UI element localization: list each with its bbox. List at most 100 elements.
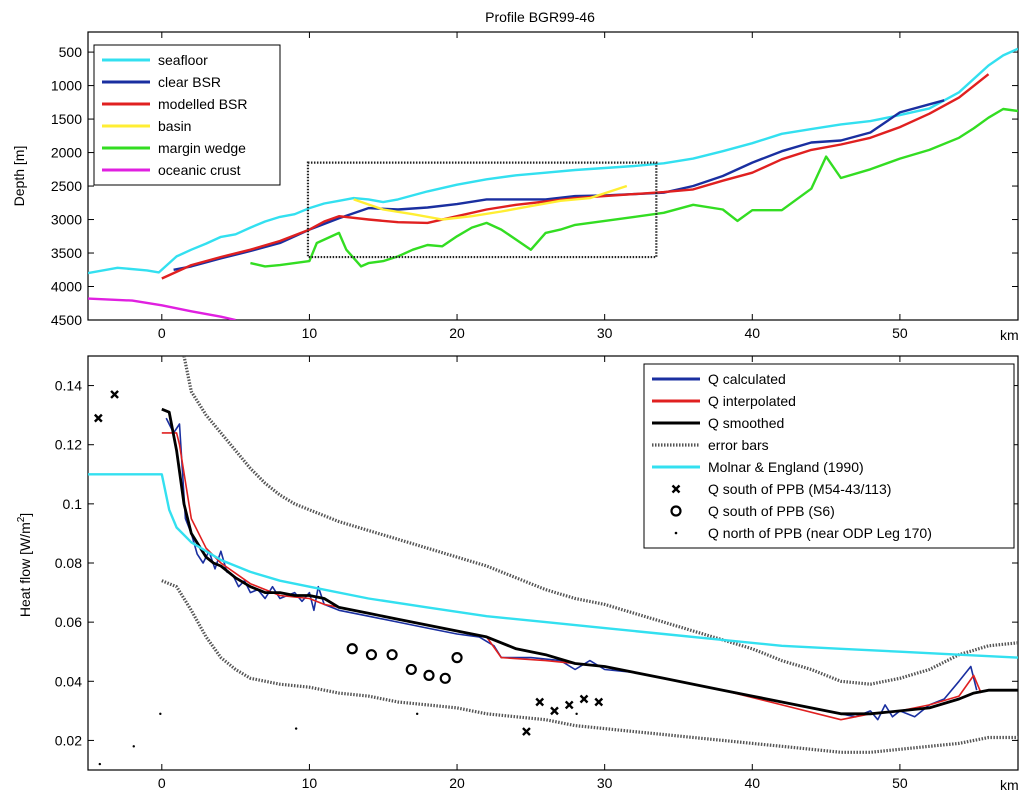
bottom-legend-entry-error-bars: error bars [652, 437, 769, 453]
bottom-series-q-south-of-ppb-m54-43-113-point [579, 694, 589, 704]
top-series-oceanic-crust [88, 297, 236, 320]
bottom-series-q-south-of-ppb-m54-43-113-point [93, 413, 103, 423]
bottom-series-q-south-of-ppb-m54-43-113-point [594, 697, 604, 707]
bottom-series-q-smoothed [161, 407, 1018, 716]
top-legend-entry-basin: basin [102, 118, 191, 134]
top-axis-ticks: 0 10 20 30 40 50 500 1000 1500 2000 2500 3000 3500 40… [51, 32, 1018, 341]
bottom-legend-box [643, 363, 1015, 549]
top-y-tick-label: 4500 [51, 312, 82, 328]
bottom-series-group [88, 356, 1018, 766]
top-series-group [88, 47, 1018, 320]
legend-swatch [670, 505, 682, 517]
bottom-series-q-south-of-ppb-m54-43-113-point [522, 727, 531, 736]
bottom-series-q-south-of-ppb-m54-43-113-point [110, 390, 119, 399]
top-series-seafloor [88, 47, 1018, 275]
top-legend-entry-modelled-bsr: modelled BSR [102, 96, 248, 112]
bottom-series-molnar-england-1990 [88, 473, 1018, 659]
top-x-tick-label: 30 [597, 325, 613, 341]
top-y-tick-label: 2000 [51, 145, 82, 161]
bottom-y-tick-label: 0.02 [55, 732, 82, 748]
legend-label: Q south of PPB (S6) [708, 503, 835, 519]
legend-label: Q interpolated [708, 393, 796, 409]
top-y-tick-label: 500 [59, 44, 83, 60]
legend-label: Q south of PPB (M54-43/113) [708, 481, 891, 497]
legend-label: modelled BSR [158, 96, 248, 112]
top-highlight-box [306, 161, 658, 259]
bottom-legend-entry-q-north-of-ppb-near-odp-leg-170: Q north of PPB (near ODP Leg 170) [674, 525, 932, 541]
bottom-y-axis-title-end: ] [17, 513, 33, 517]
top-x-tick-label: 10 [302, 325, 318, 341]
bottom-series-q-north-of-ppb-near-odp-leg-170-point [132, 745, 135, 748]
legend-label: basin [158, 118, 191, 134]
legend-label: seafloor [158, 52, 208, 68]
legend-label: error bars [708, 437, 769, 453]
top-x-tick-label: 40 [744, 325, 760, 341]
bottom-x-tick-label: 20 [449, 775, 465, 791]
bottom-series-q-north-of-ppb-near-odp-leg-170-point [415, 712, 419, 716]
top-chart-title: Profile BGR99-46 [485, 9, 595, 25]
top-y-tick-label: 1500 [51, 111, 82, 127]
bottom-x-tick-label: 50 [892, 775, 908, 791]
legend-label: Q north of PPB (near ODP Leg 170) [708, 525, 932, 541]
bottom-y-tick-label: 0.04 [55, 673, 82, 689]
bottom-series-error-bars-lower [161, 579, 1018, 754]
bottom-x-tick-label: 40 [744, 775, 760, 791]
bottom-series-q-north-of-ppb-near-odp-leg-170-point [98, 762, 102, 766]
top-series-basin [353, 184, 628, 221]
top-series-margin-wedge [250, 107, 1018, 268]
top-x-axis-unit: km [1000, 327, 1019, 343]
bottom-legend-entry-q-interpolated: Q interpolated [652, 393, 796, 409]
legend-label: clear BSR [158, 74, 221, 90]
top-legend-box [93, 44, 281, 186]
top-legend: seafloor clear BSR modelled BSR basin margin… [93, 44, 281, 186]
bottom-legend-entry-q-smoothed: Q smoothed [652, 415, 784, 431]
top-legend-entry-oceanic-crust: oceanic crust [102, 162, 241, 178]
legend-label: margin wedge [158, 140, 246, 156]
top-legend-entry-margin-wedge: margin wedge [102, 140, 246, 156]
bottom-series-q-south-of-ppb-s6-point [365, 649, 378, 661]
bottom-series-q-south-of-ppb-s6-point [405, 663, 417, 676]
bottom-series-q-south-of-ppb-s6-point [346, 643, 358, 655]
bottom-series-q-south-of-ppb-m54-43-113-point [550, 706, 559, 716]
legend-label: Q calculated [708, 371, 786, 387]
bottom-series-q-south-of-ppb-m54-43-113-point [564, 700, 574, 710]
top-y-axis-title: Depth [m] [11, 146, 27, 207]
bottom-axis-ticks: 0 10 20 30 40 50 0.02 0.04 0.06 0.08 0.1 0.12 0.14 [55, 356, 1018, 791]
bottom-x-axis-unit: km [1000, 777, 1019, 793]
bottom-legend: Q calculated Q interpolated Q smoothed erro… [643, 363, 1015, 549]
bottom-series-q-south-of-ppb-s6-point [423, 669, 435, 681]
bottom-legend-entry-q-south-of-ppb-s6: Q south of PPB (S6) [670, 503, 835, 519]
bottom-series-q-north-of-ppb-near-odp-leg-170-point [294, 727, 298, 730]
legend-label: oceanic crust [158, 162, 241, 178]
legend-swatch [674, 531, 678, 535]
bottom-legend-entry-molnar-england-1990: Molnar & England (1990) [652, 459, 864, 475]
bottom-series-q-north-of-ppb-near-odp-leg-170-point [575, 712, 578, 716]
bottom-x-tick-label: 0 [158, 775, 166, 791]
top-y-tick-label: 4000 [51, 279, 82, 295]
top-y-tick-label: 3000 [51, 212, 82, 228]
top-y-tick-label: 2500 [51, 178, 82, 194]
bottom-legend-entry-q-calculated: Q calculated [652, 371, 786, 387]
top-x-tick-label: 20 [449, 325, 465, 341]
bottom-y-tick-label: 0.14 [55, 378, 82, 394]
top-legend-entry-clear-bsr: clear BSR [102, 74, 221, 90]
legend-swatch [671, 484, 681, 494]
top-y-tick-label: 1000 [51, 78, 82, 94]
bottom-series-q-north-of-ppb-near-odp-leg-170-point [159, 712, 162, 716]
legend-label: Q smoothed [708, 415, 784, 431]
bottom-y-axis-title-sup: 2 [16, 516, 27, 522]
bottom-x-tick-label: 30 [597, 775, 613, 791]
top-legend-entry-seafloor: seafloor [102, 52, 208, 68]
bottom-series-q-south-of-ppb-m54-43-113-point [535, 697, 545, 707]
bottom-y-tick-label: 0.1 [63, 496, 83, 512]
bottom-series-error-bars [182, 356, 1018, 686]
bottom-y-tick-label: 0.06 [55, 614, 82, 630]
bottom-series-q-south-of-ppb-s6-point [439, 672, 451, 684]
top-x-tick-label: 50 [892, 325, 908, 341]
bottom-y-tick-label: 0.08 [55, 555, 82, 571]
bottom-series-q-south-of-ppb-s6-point [386, 649, 398, 661]
bottom-y-tick-label: 0.12 [55, 437, 82, 453]
top-y-tick-label: 3500 [51, 245, 82, 261]
